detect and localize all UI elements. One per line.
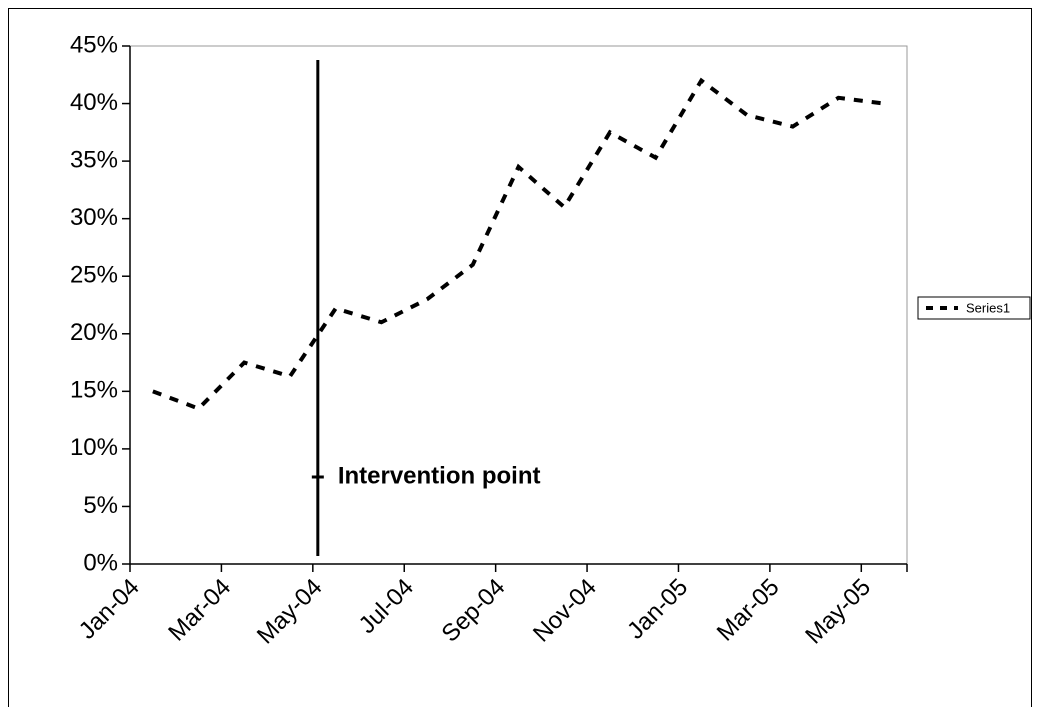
x-tick-label: Mar-05 [712, 574, 785, 647]
y-tick-label: 10% [70, 434, 118, 461]
y-tick-label: 25% [70, 262, 118, 289]
y-tick-label: 30% [70, 204, 118, 231]
y-tick-label: 15% [70, 377, 118, 404]
y-tick-label: 40% [70, 89, 118, 116]
x-tick-label: Jul-04 [354, 574, 419, 639]
legend-box [917, 296, 1031, 320]
x-tick-label: Mar-04 [163, 574, 236, 647]
x-tick-label: Nov-04 [528, 574, 602, 648]
y-tick-label: 5% [83, 492, 118, 519]
annotation: Intervention point [338, 462, 541, 489]
x-tick-label: May-05 [800, 574, 876, 650]
x-tick-label: Jan-05 [622, 574, 693, 645]
x-tick-label: Jan-04 [74, 574, 145, 645]
chart-frame [8, 8, 1032, 707]
y-tick-label: 35% [70, 146, 118, 173]
x-tick-label: Sep-04 [437, 574, 511, 648]
y-tick-label: 20% [70, 319, 118, 346]
legend-label: Series1 [966, 300, 1010, 315]
series-line [152, 77, 885, 411]
y-tick-label: 45% [70, 31, 118, 58]
y-tick-label: 0% [83, 549, 118, 576]
x-tick-label: May-04 [252, 574, 328, 650]
